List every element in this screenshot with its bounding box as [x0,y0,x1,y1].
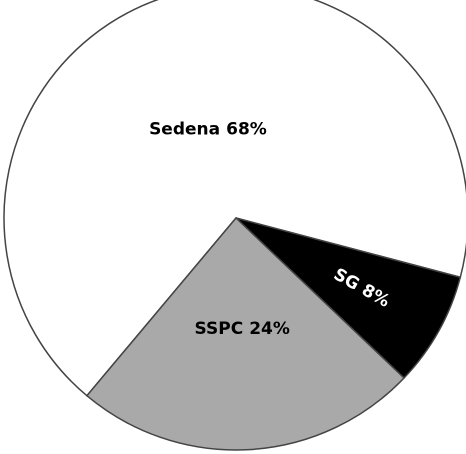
slice-label: Sedena 68% [149,120,267,140]
slice-value: 24% [249,319,290,339]
slice-category: Sedena [149,120,220,140]
pie-slice [235,217,462,380]
slice-category: SSPC [195,319,244,339]
pie-slice [3,0,466,397]
slice-label: SSPC 24% [195,319,290,339]
slice-value: 68% [226,120,267,140]
pie-slice [85,216,406,451]
